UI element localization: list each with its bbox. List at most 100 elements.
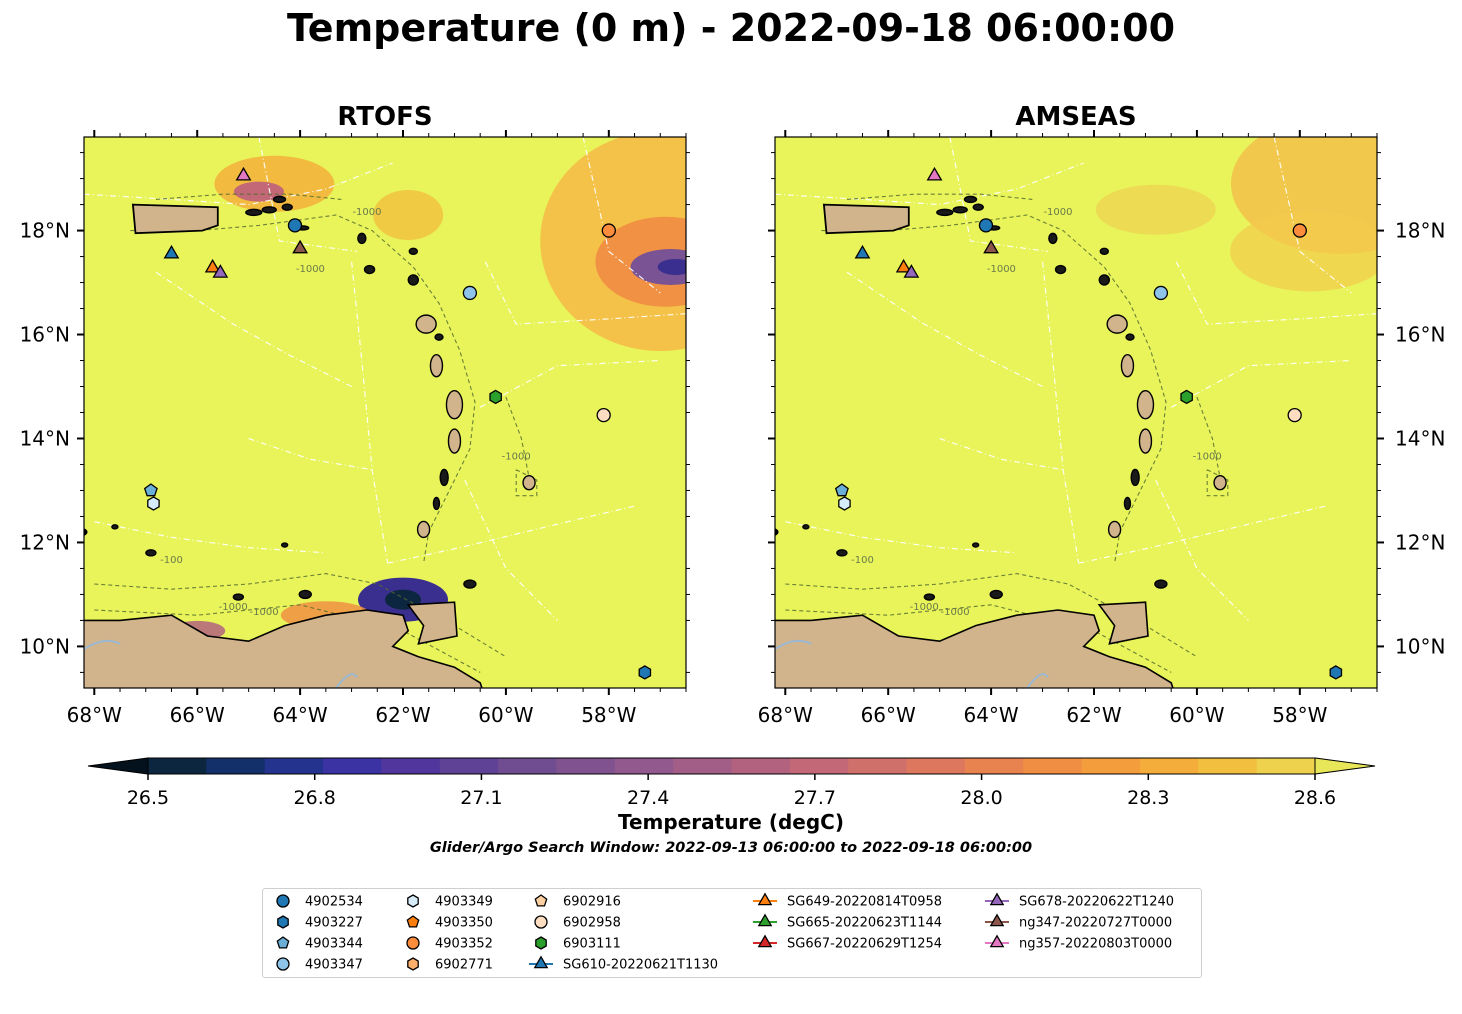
marker-4903349 — [147, 496, 160, 511]
legend-label: 6902916 — [563, 895, 621, 910]
island — [261, 206, 277, 214]
colorbar-tick-label: 27.7 — [794, 787, 836, 809]
marker-6903111 — [1180, 389, 1193, 405]
legend-marker — [535, 936, 547, 950]
island — [1138, 428, 1153, 454]
x-tick-label: 68°W — [758, 703, 813, 727]
eez-boundary-line — [258, 137, 357, 252]
colorbar-tick-label: 27.1 — [460, 787, 502, 809]
island — [363, 264, 376, 275]
marker-4902534 — [287, 218, 303, 233]
eez-boundary-line — [351, 261, 389, 564]
legend-marker — [276, 936, 290, 949]
colorbar-tick-label: 26.5 — [127, 787, 169, 809]
y-tick-label: 10°N — [20, 634, 70, 658]
island — [245, 208, 263, 217]
island — [923, 593, 936, 601]
eez-boundary-line — [1175, 261, 1377, 325]
eez-boundary-line — [949, 137, 1048, 252]
y-tick-label: 10°N — [1395, 634, 1445, 658]
land-trinidad — [406, 601, 458, 645]
eez-boundary-line — [248, 437, 373, 471]
contour-label: -1000 — [250, 607, 279, 618]
island — [802, 524, 810, 530]
marker-6902958 — [1287, 407, 1302, 423]
land-south-america — [775, 609, 1174, 688]
y-tick-label: 18°N — [1395, 219, 1445, 243]
colorbar-segment — [848, 758, 908, 774]
bathymetry-contour — [1196, 396, 1224, 491]
y-tick-label: 14°N — [20, 426, 70, 450]
panel-title-rtofs: RTOFS — [337, 102, 433, 132]
colorbar-segment — [264, 758, 324, 774]
marker-ng347-20220727T0000 — [983, 239, 1000, 254]
y-tick-label: 18°N — [20, 219, 70, 243]
sst-warm-patch — [1095, 184, 1216, 235]
sst-cool-patch — [233, 181, 284, 202]
marker-SG678-20220622T1240 — [903, 264, 920, 278]
legend-label: 6902771 — [435, 958, 493, 973]
river — [335, 673, 358, 688]
island — [298, 589, 312, 600]
marker-SG678-20220622T1240 — [212, 264, 229, 278]
legend-marker — [276, 957, 290, 971]
legend-label: 6902958 — [563, 916, 621, 931]
colorbar-segment — [498, 758, 558, 774]
marker-SG649-20220814T0958 — [204, 258, 221, 273]
legend-label: SG610-20220621T1130 — [563, 958, 718, 973]
island — [936, 208, 954, 217]
legend-label: 4903344 — [305, 937, 363, 952]
figure-title: Temperature (0 m) - 2022-09-18 06:00:00 — [286, 6, 1176, 50]
colorbar-tick-label: 28.0 — [960, 787, 1002, 809]
contour-label: -1000 — [352, 207, 381, 218]
legend-marker — [989, 913, 1005, 927]
island — [429, 354, 444, 378]
island — [415, 314, 437, 334]
colorbar: 26.5 26.8 27.1 27.4 27.7 28.0 28.3 28.6 — [87, 757, 1376, 809]
island — [280, 542, 289, 548]
legend-label: ng347-20220727T0000 — [1019, 916, 1172, 931]
marker-ng357-20220803T0000 — [235, 166, 252, 181]
island — [1106, 314, 1128, 334]
marker-4903227 — [638, 665, 652, 680]
x-tick-label: 62°W — [375, 703, 430, 727]
legend-marker — [407, 957, 419, 971]
legend-marker — [989, 892, 1005, 906]
colorbar-tick-label: 26.8 — [294, 787, 336, 809]
contour-label: -1000 — [296, 264, 325, 275]
x-tick-label: 64°W — [963, 703, 1018, 727]
contour-label: -1000 — [1193, 451, 1222, 462]
legend-marker — [534, 915, 548, 929]
island — [434, 333, 444, 341]
colorbar-tick-label: 28.3 — [1127, 787, 1169, 809]
marker-4903227 — [1329, 665, 1343, 680]
legend-marker — [533, 955, 549, 969]
river — [84, 639, 121, 650]
colorbar-segment — [206, 758, 266, 774]
island — [1048, 232, 1058, 245]
legend: 4902534 4903227 4903344 4903347 4903349 49033… — [262, 888, 1202, 978]
x-tick-label: 66°W — [861, 703, 916, 727]
marker-SG610-20220621T1130 — [163, 244, 180, 259]
island — [447, 428, 462, 454]
panel-title-amseas: AMSEAS — [1015, 102, 1137, 132]
island — [726, 528, 742, 536]
island — [232, 593, 245, 601]
legend-label: SG665-20220623T1144 — [787, 916, 942, 931]
bathymetry-contour — [846, 193, 1033, 200]
island — [1054, 264, 1067, 275]
contour-label: -100 — [160, 555, 183, 566]
marker-ng347-20220727T0000 — [292, 239, 309, 254]
legend-marker — [757, 913, 773, 927]
marker-4903352 — [1292, 223, 1307, 238]
land-puerto-rico — [131, 203, 219, 235]
island — [989, 589, 1003, 600]
legend-marker — [757, 892, 773, 906]
land-south-america — [84, 609, 483, 688]
colorbar-tick-label: 28.6 — [1294, 787, 1336, 809]
island — [1213, 474, 1227, 491]
eez-boundary-line — [479, 359, 661, 408]
legend-label: SG667-20220629T1254 — [787, 937, 942, 952]
island — [1130, 468, 1140, 487]
